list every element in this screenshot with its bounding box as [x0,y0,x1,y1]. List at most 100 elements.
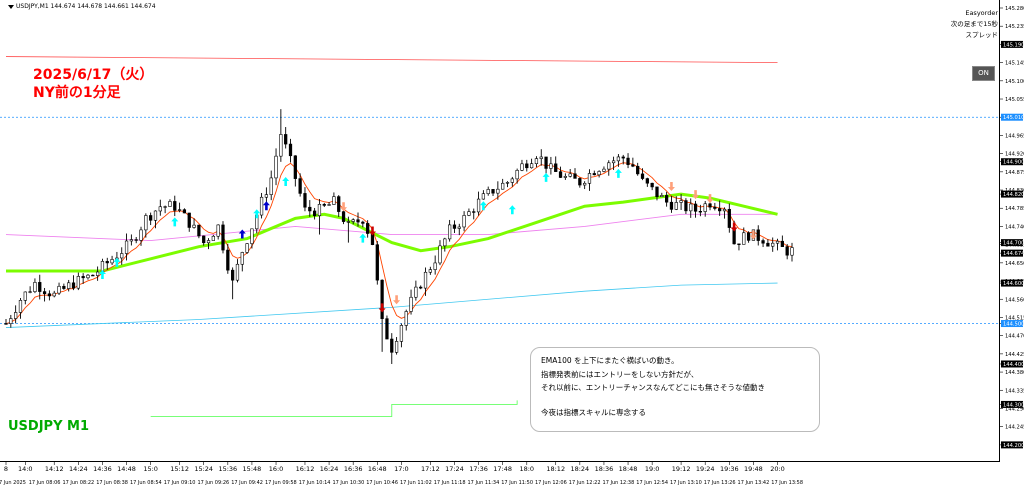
note-box: EMA100 を上下にまたぐ横ばいの動き。 指標発表前にはエントリーをしない方針… [530,347,820,432]
candle-body [727,208,731,228]
candle-body [308,206,312,212]
candle-body [713,206,717,209]
price-tag [1001,279,1023,287]
note-line-1: EMA100 を上下にまたぐ横ばいの動き。 [541,356,679,365]
dropdown-triangle-icon[interactable] [8,4,14,9]
date-tick-label: 17 Jun 12:54 [636,480,668,486]
price-tick-label: 144.245 [1005,425,1024,431]
candle-body [664,195,669,203]
time-tick-label: 16:12 [296,465,315,473]
candle-body [718,208,722,212]
price-tag-label: 145.010 [1003,115,1024,121]
time-tick-label: 8 [4,465,8,473]
candle-body [737,243,741,245]
time-tick-label: 17:12 [421,465,440,473]
candle-body [640,173,645,179]
price-tag-label: 144.674 [1003,251,1024,257]
candle-body [558,171,563,178]
candle-body [187,212,191,228]
price-tag [1001,190,1023,198]
candle-body [520,163,524,171]
time-axis: 8 14:0 14:12 14:24 14:36 14:48 15:0 15:12 15:24 1… [0,462,803,486]
candle-body [626,157,630,165]
candle-body [4,323,8,325]
candle-body [472,211,476,213]
on-toggle-button[interactable]: ON [972,66,995,81]
candle-body [486,189,490,195]
candle-body [684,200,688,212]
time-tick-label: 17:24 [445,465,464,473]
date-tick-label: 17 Jun 11:02 [400,480,432,486]
candle-body [761,240,765,244]
symbol-info: USDJPY,M1 144.674 144.678 144.661 144.67… [16,3,156,10]
price-tag [1001,320,1023,328]
time-tick-label: 18:36 [595,465,614,473]
time-tick-label: 18:24 [570,465,589,473]
buy-arrow-icon [262,201,270,211]
candle-body [505,182,510,184]
time-tick-label: 19:48 [744,465,763,473]
red-line [5,56,778,64]
buy-arrow-icon [253,209,261,219]
candle-body [780,240,784,247]
candle-body [245,243,249,253]
buy-arrow-icon [113,257,121,267]
sell-arrow-icon [749,230,757,240]
price-tag-label: 144.600 [1003,281,1024,287]
candle-body [153,210,158,221]
candle-body [211,235,215,241]
candle-body [293,155,297,179]
candle-body [57,285,61,294]
candle-body [192,224,196,228]
price-tick-label: 144.515 [1005,315,1024,321]
date-tick-label: 17 Jun 08:54 [130,480,162,486]
date-tick-label: 17 Jun 08:38 [96,480,128,486]
annotation-date: 2025/6/17（火） [33,67,154,83]
date-tick-label: 17 Jun 10:30 [332,480,364,486]
sell-arrow-icon [730,222,738,232]
date-tick-label: 17 Jun 2025 [0,480,26,486]
candle-body [124,240,129,254]
candle-body [414,286,418,298]
price-tick-label: 144.290 [1005,406,1024,412]
date-tick-label: 17 Jun 12:38 [603,480,635,486]
price-tick-label: 144.470 [1005,334,1024,340]
sell-arrow-icon [706,194,714,204]
candle-body [790,247,794,256]
price-tick-label: 144.875 [1005,170,1024,176]
time-tick-label: 18:48 [619,465,638,473]
candle-body [496,188,500,194]
buy-arrow-icon [614,168,622,178]
price-tag-label: 144.200 [1003,443,1024,449]
ma-long-line [5,213,778,242]
candle-body [149,215,153,221]
candle-body [134,239,138,241]
candle-body [587,173,592,184]
time-tick-label: 16:24 [320,465,339,473]
price-tag-label: 144.400 [1003,362,1024,368]
sell-arrow-icon [378,303,386,313]
candle-body [689,203,693,212]
candle-body [264,194,269,198]
candle-body [356,219,360,223]
candle-body [597,171,601,176]
candle-body [23,291,27,301]
date-tick-label: 17 Jun 08:06 [29,480,61,486]
candle-body [775,240,780,244]
sell-arrow-icon [692,190,700,200]
date-tick-label: 17 Jun 13:58 [771,480,803,486]
candle-body [105,261,109,264]
candle-body [235,263,240,281]
sell-arrow-icon [340,202,348,212]
candle-body [679,200,683,203]
candle-body [742,232,746,245]
candle-body [607,162,611,170]
candle-body [428,269,432,273]
candle-body [139,229,143,241]
price-axis: 145.280 145.235 145.190 145.145 145.100 145.0… [1000,6,1024,449]
buy-arrow-icon [171,217,179,227]
date-tick-label: 17 Jun 12:22 [569,480,601,486]
sell-arrow-icon [393,295,401,305]
